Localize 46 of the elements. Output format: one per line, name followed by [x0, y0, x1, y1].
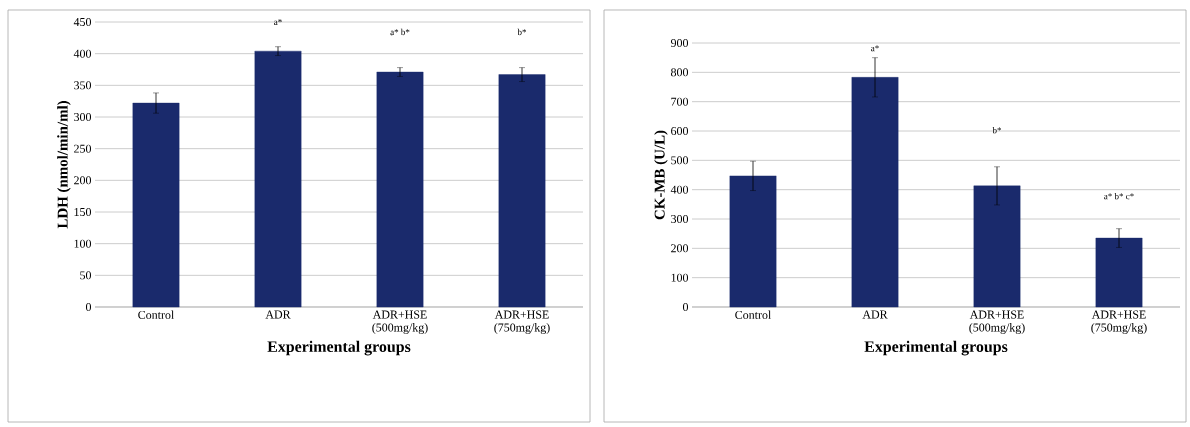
y-tick-label: 300	[671, 214, 689, 224]
y-tick-label: 50	[80, 271, 92, 280]
bar	[376, 71, 424, 308]
y-tick-label: 800	[671, 68, 689, 77]
y-tick-label: 300	[74, 112, 92, 122]
bar	[254, 50, 302, 308]
y-tick-label: 200	[671, 244, 689, 253]
y-tick-label: 500	[671, 156, 689, 165]
y-tick-label: 400	[670, 185, 689, 194]
y-axis-title: LDH (nmol/min/ml)	[57, 101, 71, 229]
x-tick-label: ADR	[862, 310, 888, 319]
annotation: b*	[517, 28, 527, 36]
y-tick-label: 100	[74, 239, 92, 248]
bar	[1095, 237, 1143, 308]
x-tick-label: ADR+HSE (500mg/kg)	[372, 310, 428, 334]
y-tick-label: 0	[682, 302, 689, 312]
y-tick-label: 350	[74, 81, 92, 90]
y-tick-label: 0	[85, 302, 92, 312]
x-axis-title: Experimental groups	[267, 340, 411, 356]
annotation: a*	[274, 19, 282, 25]
y-axis-title: CK-MB (U/L)	[654, 130, 668, 220]
annotation: b*	[992, 126, 1002, 134]
y-tick-label: 900	[670, 38, 689, 48]
bar	[132, 102, 180, 308]
annotation: a* b*	[390, 28, 410, 36]
y-tick-label: 400	[73, 49, 92, 58]
y-tick-label: 100	[671, 273, 689, 282]
y-tick-label: 200	[74, 176, 92, 185]
annotation: a*	[871, 45, 879, 52]
y-tick-label: 450	[73, 17, 92, 27]
bar	[851, 77, 899, 308]
x-tick-label: ADR+HSE (500mg/kg)	[969, 310, 1025, 334]
y-tick-label: 600	[671, 126, 689, 136]
x-axis-title: Experimental groups	[864, 340, 1008, 356]
bar	[498, 74, 546, 308]
x-tick-label: ADR+HSE (750mg/kg)	[494, 310, 550, 334]
annotation: a* b* c*	[1104, 192, 1134, 200]
y-tick-label: 700	[671, 97, 689, 106]
x-tick-label: ADR+HSE (750mg/kg)	[1091, 310, 1147, 334]
y-tick-label: 150	[74, 207, 92, 217]
x-tick-label: ADR	[265, 310, 291, 319]
x-tick-label: Control	[138, 310, 175, 319]
y-tick-label: 250	[74, 144, 92, 153]
x-tick-label: Control	[735, 310, 772, 319]
bar	[973, 185, 1021, 308]
bar	[729, 175, 777, 308]
